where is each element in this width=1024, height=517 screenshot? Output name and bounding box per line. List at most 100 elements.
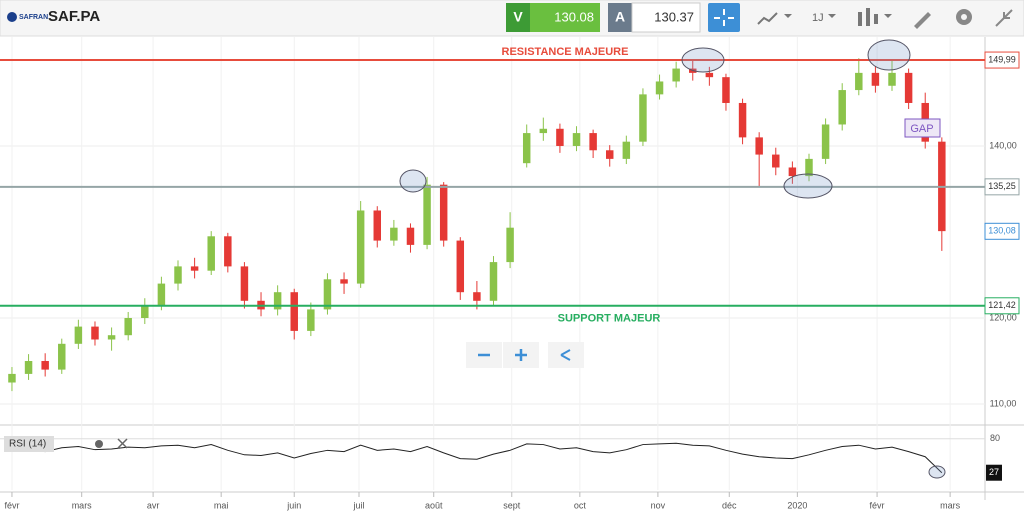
candle-body (705, 72, 714, 78)
x-tick-label: févr (870, 500, 885, 510)
plot: 110,00 120,00 140,00 févr mars avr mai juin juil… (0, 37, 1024, 510)
candle-body (821, 124, 830, 159)
x-tick-label: févr (4, 500, 19, 510)
candle-body (406, 227, 415, 245)
x-tick-label: août (425, 500, 443, 510)
level-label-box (984, 178, 1020, 196)
sell-button[interactable] (506, 3, 530, 32)
last-price-box (984, 222, 1020, 240)
plus-icon (515, 349, 527, 361)
x-tick-label: avr (147, 500, 160, 510)
x-tick-label: 2020 (787, 500, 807, 510)
share-icon (560, 349, 571, 361)
candle-body (390, 227, 398, 241)
candle-body (273, 292, 282, 310)
candle-body (589, 133, 597, 151)
x-tick-label: mars (72, 500, 92, 510)
x-tick-label: oct (574, 500, 587, 510)
buy-price-box[interactable] (631, 2, 701, 33)
rsi-settings[interactable] (95, 440, 103, 448)
rsi-close[interactable] (117, 438, 128, 449)
candle-body (805, 158, 813, 177)
candle-body (8, 373, 16, 383)
candle-body (473, 292, 481, 301)
chart-type-icon[interactable] (757, 12, 778, 25)
candle-body (838, 90, 846, 125)
y-tick-label: 140,00 (989, 140, 1017, 150)
candle-body (141, 305, 149, 319)
candle-body (655, 81, 664, 95)
symbol: SAF.PA (48, 8, 100, 25)
share-button[interactable] (548, 342, 584, 368)
level-label: 149,99 (988, 54, 1016, 64)
sell-price-box[interactable] (530, 3, 600, 32)
rsi-value-box (986, 464, 1002, 481)
candle-body (157, 283, 166, 306)
x-tick-label: déc (722, 500, 737, 510)
candle-body (888, 72, 896, 86)
candle-body (456, 240, 465, 293)
candle-body (307, 309, 315, 331)
crosshair-icon (714, 9, 734, 26)
candle-body (240, 266, 249, 301)
rsi-value-label: 27 (989, 467, 999, 477)
candle-body (622, 141, 631, 159)
logo: SAFRAN (19, 14, 48, 21)
candle-body (207, 236, 215, 271)
candle-body (373, 210, 381, 241)
x-tick-label: mars (940, 500, 960, 510)
level-annotation: RESISTANCE MAJEURE (502, 46, 629, 58)
candle-body (639, 94, 647, 142)
candle-body (722, 77, 730, 103)
x-tick-label: juil (352, 500, 364, 510)
candle-body (755, 137, 763, 155)
ellipse-annotation (399, 169, 427, 193)
candle-body (506, 227, 514, 263)
gap-annotation: GAP (910, 123, 933, 135)
dropdown-icon (884, 14, 892, 18)
y-tick-label: 120,00 (989, 312, 1017, 322)
candle-body (356, 210, 365, 284)
last-price-label: 130,08 (988, 226, 1016, 236)
candle-body (556, 128, 564, 146)
buy-price: 130.37 (654, 9, 694, 24)
candle-body (224, 236, 232, 267)
rsi-line (11, 442, 943, 474)
candle-body (539, 128, 548, 134)
x-tick-label: juin (286, 500, 301, 510)
candle-body (489, 262, 498, 301)
candle-body (24, 361, 33, 374)
candle-body (788, 167, 797, 177)
candle-body (439, 184, 448, 241)
draw-icon[interactable] (914, 12, 931, 29)
rsi-tick-label: 80 (990, 433, 1000, 443)
rsi-label: RSI (14) (9, 439, 46, 450)
buy-button[interactable] (608, 3, 632, 32)
collapse-icon[interactable] (995, 9, 1013, 27)
dropdown-icon (828, 14, 836, 18)
crosshair-button[interactable] (708, 3, 740, 32)
candle-body (174, 266, 182, 284)
candle-body (904, 72, 913, 103)
settings-icon-hole (961, 14, 967, 20)
indicators-icon[interactable] (858, 8, 878, 26)
candle-body (41, 361, 49, 370)
ellipse-annotation (867, 39, 911, 71)
candle-body (605, 150, 614, 159)
level-label-box (984, 297, 1020, 315)
x-tick-label: sept (503, 500, 521, 510)
ellipse-annotation (681, 47, 725, 73)
x-tick-label: mai (214, 500, 229, 510)
candle-body (738, 102, 747, 138)
level-label-box (984, 51, 1020, 69)
interval[interactable]: 1J (812, 12, 824, 24)
rsi-label-box (4, 436, 54, 452)
candle-body (340, 279, 348, 284)
candle-body (855, 72, 863, 91)
candle-body (323, 279, 332, 310)
candle-body (91, 326, 99, 340)
logo-icon (7, 12, 17, 22)
candle-body (290, 292, 298, 331)
